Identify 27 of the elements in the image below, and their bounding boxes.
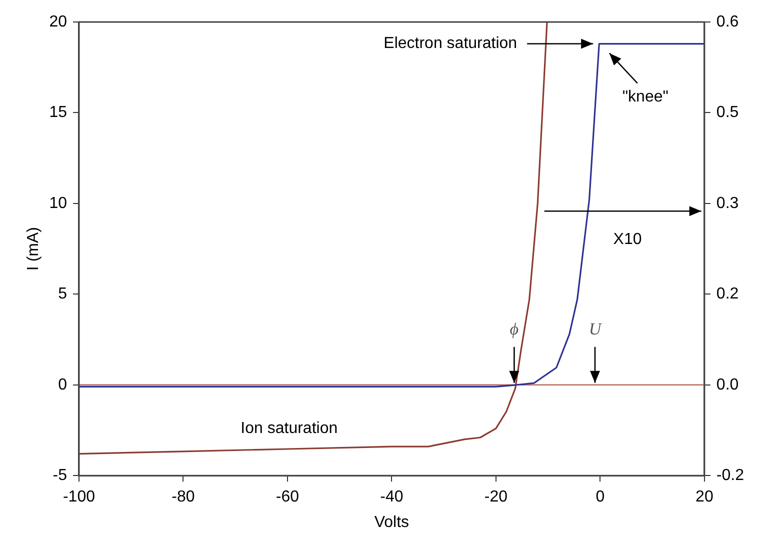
x-tick-label: 0 <box>596 488 605 506</box>
y-tick-label: 20 <box>49 13 68 30</box>
y2-tick-label: 0.2 <box>716 286 739 303</box>
y2-tick-label: 0.5 <box>716 104 739 122</box>
annotation: X10 <box>613 231 642 248</box>
y-tick-label: 0 <box>58 376 68 394</box>
annotation: U <box>588 319 603 338</box>
x-tick-label: -60 <box>276 488 300 506</box>
y-tick-label: 5 <box>58 286 68 303</box>
y2-tick-label: 0.0 <box>716 376 739 394</box>
annotation: Ion saturation <box>240 420 338 437</box>
annotation: Electron saturation <box>384 35 518 52</box>
x-tick-label: 20 <box>696 488 714 506</box>
annotation: "knee" <box>622 88 668 106</box>
x-tick-label: -40 <box>380 488 404 506</box>
annotation: ϕ <box>510 319 519 338</box>
x-tick-label: -100 <box>62 488 96 506</box>
x-tick-label: -20 <box>484 488 508 506</box>
y2-tick-label: 0.6 <box>716 13 739 30</box>
y2-tick-label: -0.2 <box>716 467 744 484</box>
y-tick-label: 10 <box>49 194 68 212</box>
y2-tick-label: 0.3 <box>716 194 739 212</box>
y-tick-label: 15 <box>49 104 68 122</box>
x-axis-title: Volts <box>374 514 410 531</box>
y-axis-title: I (mA) <box>25 227 42 271</box>
y-tick-label: -5 <box>52 467 68 484</box>
x-tick-label: -80 <box>172 488 195 506</box>
